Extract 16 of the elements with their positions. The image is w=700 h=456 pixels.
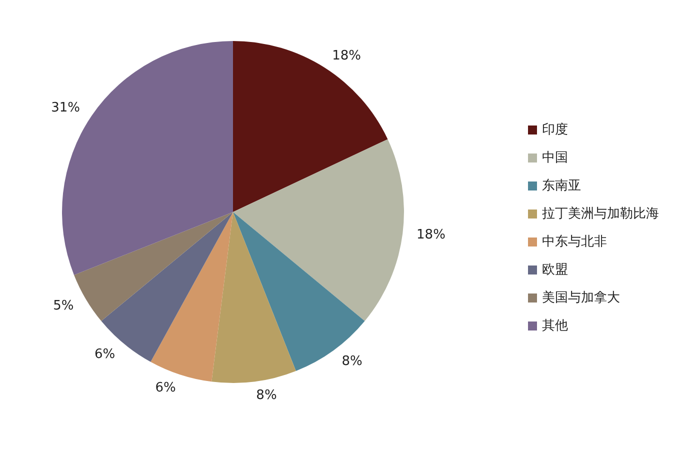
legend-label: 美国与加拿大 bbox=[542, 290, 620, 306]
data-label: 6% bbox=[94, 347, 116, 362]
legend-label: 中国 bbox=[542, 150, 568, 166]
data-label: 8% bbox=[256, 388, 277, 404]
legend-label: 欧盟 bbox=[542, 262, 568, 278]
data-label: 18% bbox=[416, 228, 446, 243]
data-label: 31% bbox=[51, 100, 80, 116]
legend-label: 其他 bbox=[542, 318, 568, 334]
data-label: 8% bbox=[342, 354, 362, 370]
legend-label: 拉丁美洲与加勒比海 bbox=[542, 206, 659, 222]
legend-label: 印度 bbox=[542, 122, 568, 138]
legend-label: 中东与北非 bbox=[542, 234, 607, 250]
data-label: 5% bbox=[53, 298, 74, 314]
data-label: 6% bbox=[155, 380, 176, 396]
legend-label: 东南亚 bbox=[542, 178, 581, 194]
data-label: 18% bbox=[332, 48, 362, 64]
